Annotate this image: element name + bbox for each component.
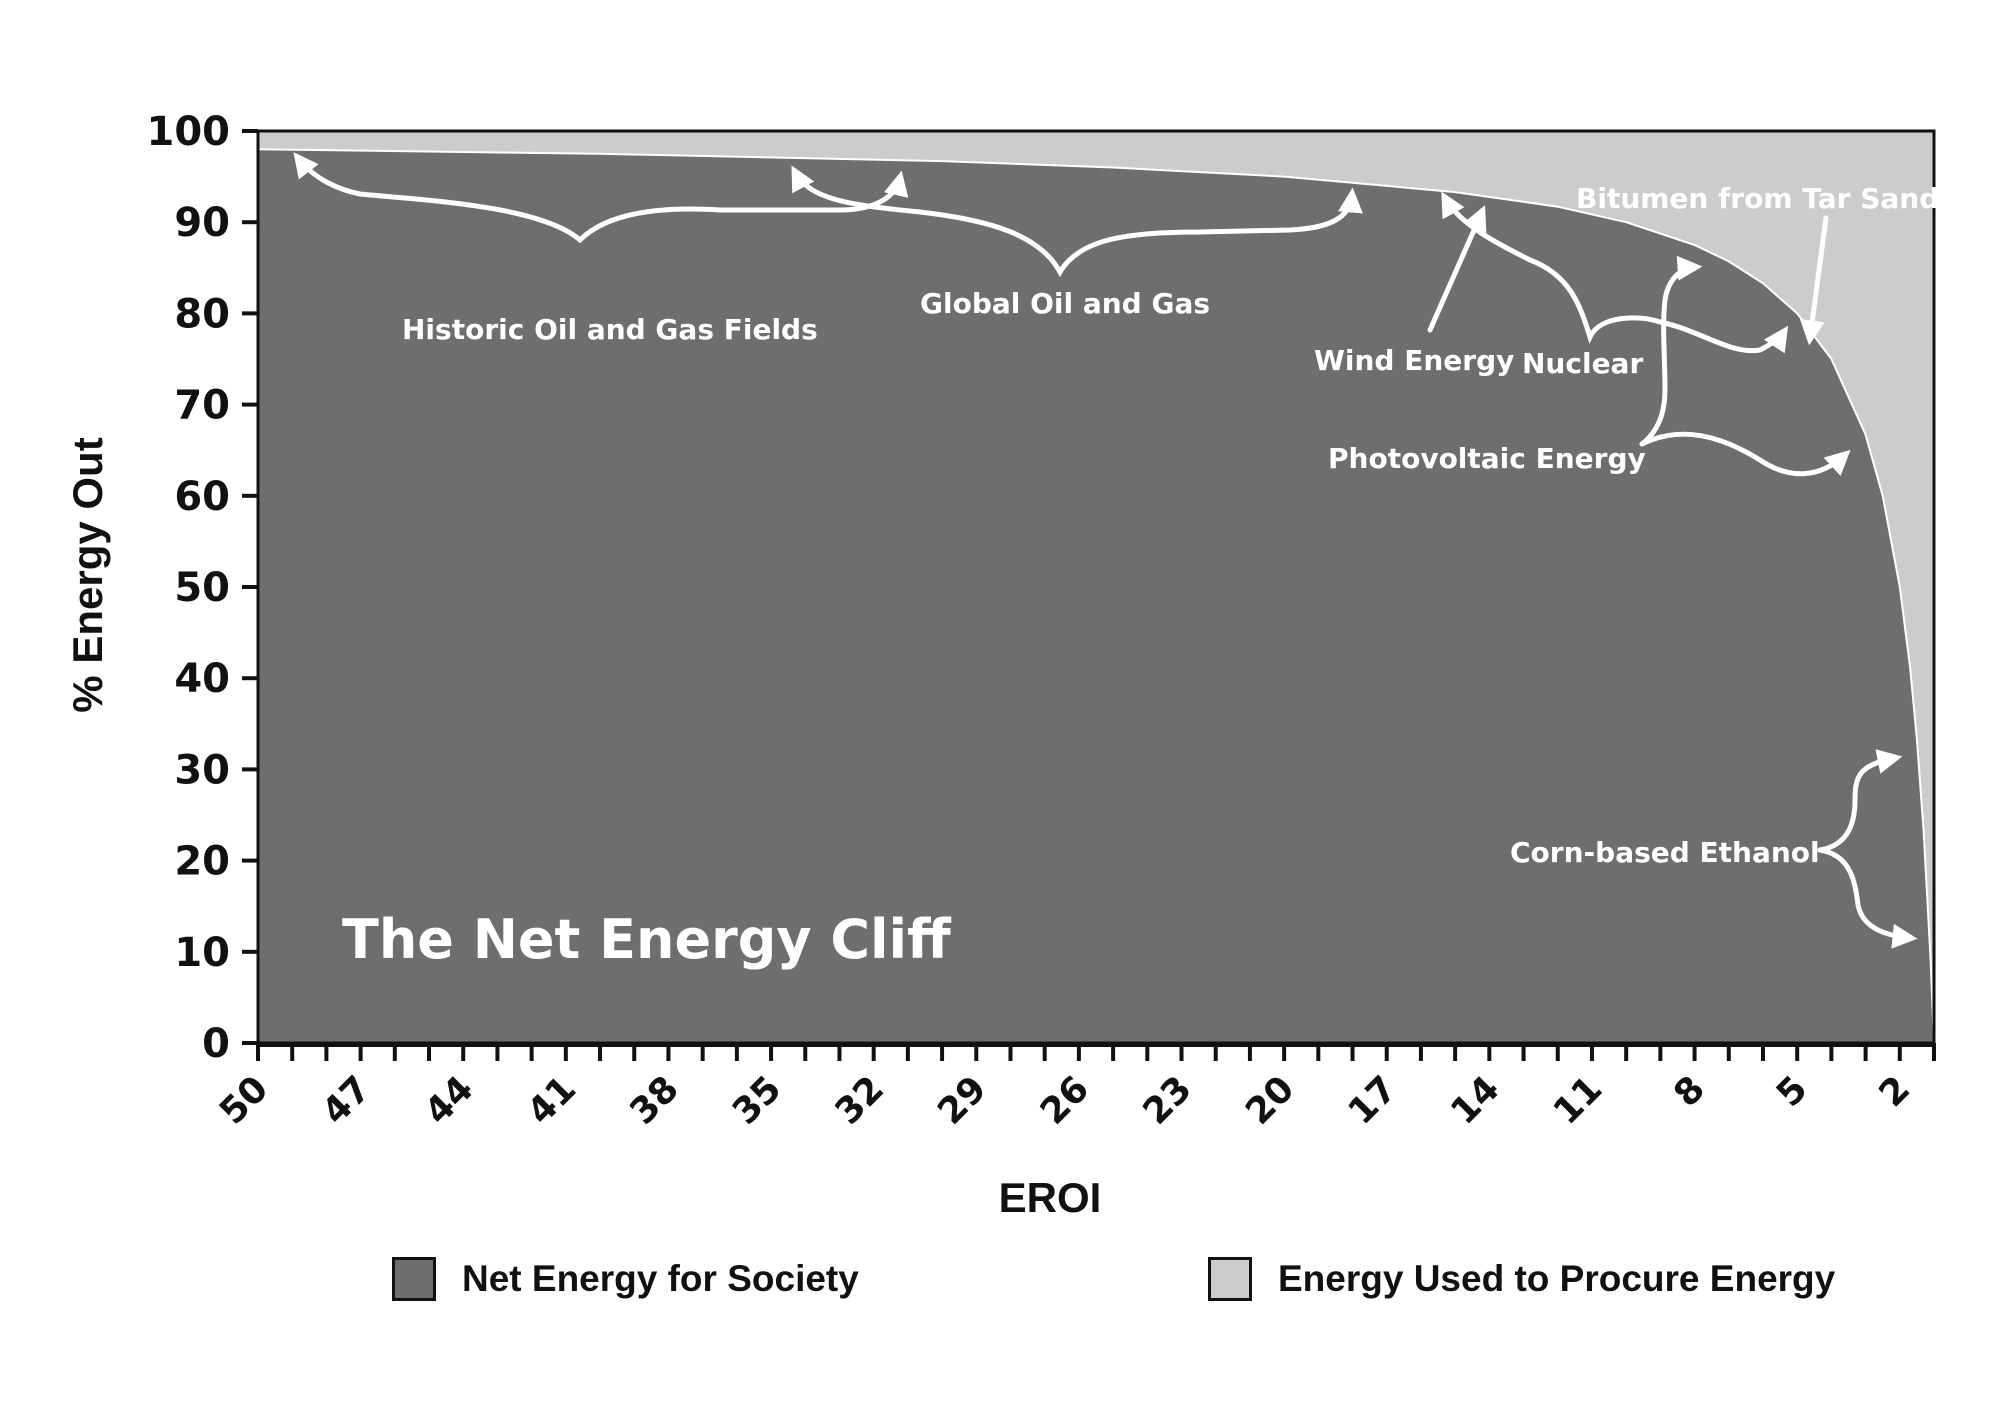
y-axis-title: % Energy Out <box>64 437 111 712</box>
annotation-nuclear: Nuclear <box>1522 347 1643 380</box>
legend-label-procure: Energy Used to Procure Energy <box>1278 1258 1836 1299</box>
x-tick-label: 5 <box>1769 1068 1816 1115</box>
legend-label-net: Net Energy for Society <box>462 1258 859 1299</box>
x-tick-label: 47 <box>315 1068 379 1132</box>
y-tick-label: 30 <box>174 747 230 793</box>
chart-title: The Net Energy Cliff <box>342 908 952 971</box>
x-tick-label: 2 <box>1871 1068 1918 1115</box>
y-tick-label: 70 <box>174 383 230 429</box>
x-tick-label: 23 <box>1135 1068 1199 1132</box>
y-tick-label: 50 <box>174 565 230 611</box>
y-tick-label: 90 <box>174 200 230 246</box>
annotation-global-oil-gas: Global Oil and Gas <box>920 287 1210 320</box>
y-tick-label: 60 <box>174 474 230 520</box>
y-tick-label: 20 <box>174 839 230 885</box>
x-tick-label: 8 <box>1666 1068 1713 1115</box>
x-axis-title: EROI <box>999 1174 1102 1221</box>
x-tick-label: 20 <box>1238 1068 1302 1132</box>
legend-item-net: Net Energy for Society <box>392 1257 859 1301</box>
x-tick-label: 50 <box>212 1068 276 1132</box>
x-tick-label: 26 <box>1033 1068 1097 1132</box>
photovoltaic-arrow-right <box>1639 431 1851 477</box>
legend-item-procure: Energy Used to Procure Energy <box>1208 1257 1835 1301</box>
y-tick-label: 100 <box>147 109 231 155</box>
x-tick-label: 35 <box>725 1068 789 1132</box>
y-axis: 0 10 20 30 40 50 60 70 80 90 100 <box>147 109 258 1067</box>
x-tick-label: 44 <box>417 1068 481 1132</box>
x-tick-label: 41 <box>520 1068 584 1132</box>
x-tick-label: 32 <box>828 1068 892 1132</box>
annotations: Historic Oil and Gas Fields Global Oil a… <box>402 182 1956 869</box>
legend-swatch-procure <box>1208 1257 1252 1301</box>
bitumen-arrow <box>1799 215 1829 346</box>
x-tick-label: 17 <box>1341 1068 1405 1132</box>
annotation-bitumen: Bitumen from Tar Sands <box>1576 182 1956 215</box>
annotation-wind-energy: Wind Energy <box>1314 344 1514 377</box>
annotation-historic-oil-gas: Historic Oil and Gas Fields <box>402 313 818 346</box>
ethanol-bracket <box>1817 749 1903 853</box>
legend-swatch-net <box>392 1257 436 1301</box>
annotation-arrows <box>293 152 1918 949</box>
y-tick-label: 40 <box>174 656 230 702</box>
global-bracket <box>791 165 1363 278</box>
x-tick-label: 38 <box>622 1068 686 1132</box>
plot-area <box>256 129 1936 1045</box>
y-tick-label: 80 <box>174 291 230 337</box>
y-tick-label: 0 <box>202 1021 230 1067</box>
annotation-photovoltaic: Photovoltaic Energy <box>1328 442 1646 475</box>
nuclear-bracket <box>1441 191 1789 354</box>
annotation-corn-ethanol: Corn-based Ethanol <box>1510 836 1820 869</box>
x-tick-label: 11 <box>1546 1068 1610 1132</box>
y-tick-label: 10 <box>174 930 230 976</box>
x-axis: 50 47 44 41 38 35 32 29 26 23 20 17 14 11 8 5 2 <box>212 1043 1936 1133</box>
ethanol-arrow-down <box>1817 847 1918 949</box>
photovoltaic-bracket <box>1639 255 1703 447</box>
x-tick-label: 29 <box>930 1068 994 1132</box>
net-energy-area <box>258 149 1934 1043</box>
historic-bracket <box>293 152 843 244</box>
x-tick-label: 14 <box>1443 1068 1507 1132</box>
